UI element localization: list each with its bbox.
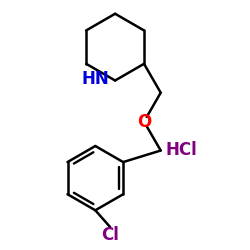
Text: HCl: HCl: [166, 141, 198, 159]
Text: HN: HN: [81, 70, 109, 88]
Text: Cl: Cl: [101, 226, 119, 244]
Text: O: O: [137, 112, 151, 130]
